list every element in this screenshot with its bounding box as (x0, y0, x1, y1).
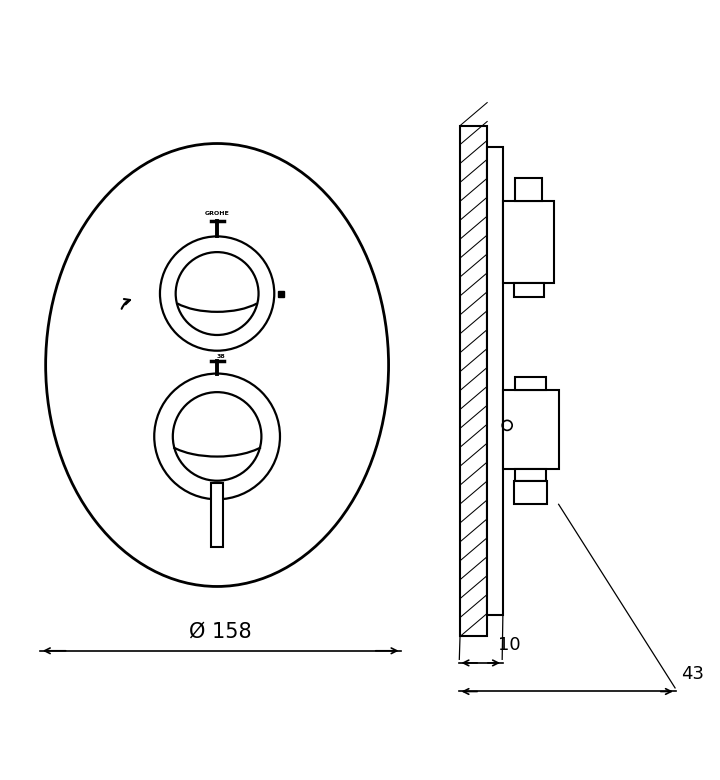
Bar (515, 378, 546, 390)
Text: GROHE: GROHE (204, 211, 230, 216)
Bar (487, 147, 503, 615)
Text: 10: 10 (498, 636, 521, 654)
Bar (514, 481, 547, 505)
Bar (460, 126, 487, 636)
Bar (513, 283, 544, 297)
Bar (515, 469, 546, 481)
Text: Ø 158: Ø 158 (189, 622, 252, 641)
Bar (503, 390, 559, 469)
Text: 38: 38 (216, 354, 225, 360)
Bar (503, 200, 554, 283)
Polygon shape (212, 483, 222, 548)
Bar (515, 178, 542, 200)
Text: 43: 43 (682, 665, 704, 683)
